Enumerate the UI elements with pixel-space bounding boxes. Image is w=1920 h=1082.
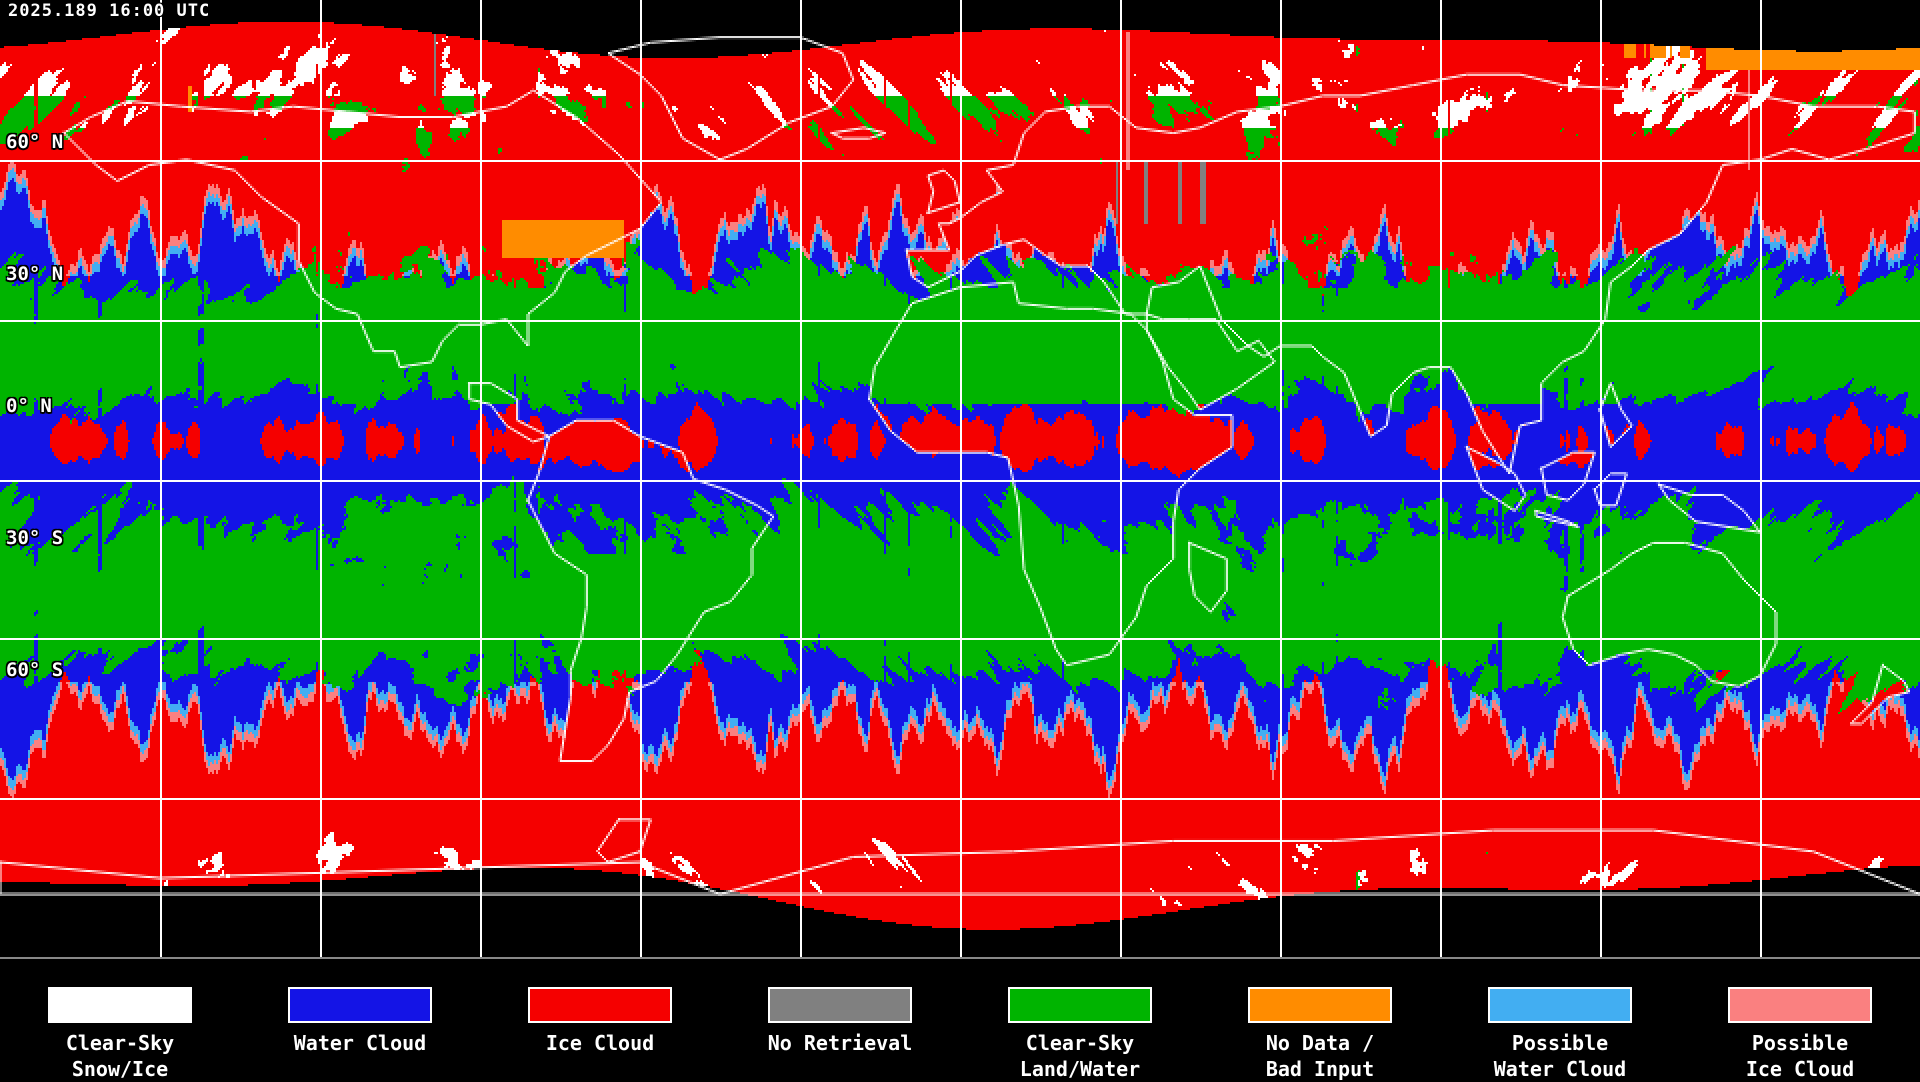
map-panel[interactable]: 2025.189 16:00 UTC 60° N 30° N 0° N 30° … <box>0 0 1920 958</box>
legend-swatch-possible-ice-cloud <box>1728 987 1872 1023</box>
legend-item-possible-water-cloud[interactable]: Possible Water Cloud <box>1440 959 1680 1082</box>
legend-item-no-data-bad-input[interactable]: No Data / Bad Input <box>1200 959 1440 1082</box>
legend-swatch-no-data-bad-input <box>1248 987 1392 1023</box>
legend-label-clear-sky-land-water: Clear-Sky Land/Water <box>1019 1031 1141 1081</box>
legend-label-ice-cloud: Ice Cloud <box>545 1031 655 1055</box>
legend-swatch-no-retrieval <box>768 987 912 1023</box>
legend-swatch-ice-cloud <box>528 987 672 1023</box>
legend-item-no-retrieval[interactable]: No Retrieval <box>720 959 960 1056</box>
legend-swatch-water-cloud <box>288 987 432 1023</box>
cloud-mask-raster[interactable] <box>0 0 1920 958</box>
legend-item-clear-sky-snow-ice[interactable]: Clear-Sky Snow/Ice <box>0 959 240 1082</box>
legend-item-clear-sky-land-water[interactable]: Clear-Sky Land/Water <box>960 959 1200 1082</box>
legend-label-no-retrieval: No Retrieval <box>767 1031 913 1055</box>
legend-swatch-clear-sky-snow-ice <box>48 987 192 1023</box>
legend-label-possible-ice-cloud: Possible Ice Cloud <box>1745 1031 1855 1081</box>
legend-item-ice-cloud[interactable]: Ice Cloud <box>480 959 720 1056</box>
legend-label-no-data-bad-input: No Data / Bad Input <box>1265 1031 1375 1081</box>
lat-label-60n: 60° N <box>6 131 64 153</box>
legend-label-water-cloud: Water Cloud <box>293 1031 427 1055</box>
lat-label-0n: 0° N <box>6 395 52 417</box>
lat-label-60s: 60° S <box>6 659 64 681</box>
timestamp-label: 2025.189 16:00 UTC <box>8 1 211 21</box>
legend-separator <box>0 957 1920 959</box>
legend-swatch-possible-water-cloud <box>1488 987 1632 1023</box>
legend-item-possible-ice-cloud[interactable]: Possible Ice Cloud <box>1680 959 1920 1082</box>
lat-label-30s: 30° S <box>6 527 64 549</box>
legend-label-possible-water-cloud: Possible Water Cloud <box>1493 1031 1627 1081</box>
legend: Clear-Sky Snow/Ice Water Cloud Ice Cloud… <box>0 959 1920 1082</box>
legend-item-water-cloud[interactable]: Water Cloud <box>240 959 480 1056</box>
legend-label-clear-sky-snow-ice: Clear-Sky Snow/Ice <box>65 1031 175 1081</box>
lat-label-30n: 30° N <box>6 263 64 285</box>
legend-swatch-clear-sky-land-water <box>1008 987 1152 1023</box>
